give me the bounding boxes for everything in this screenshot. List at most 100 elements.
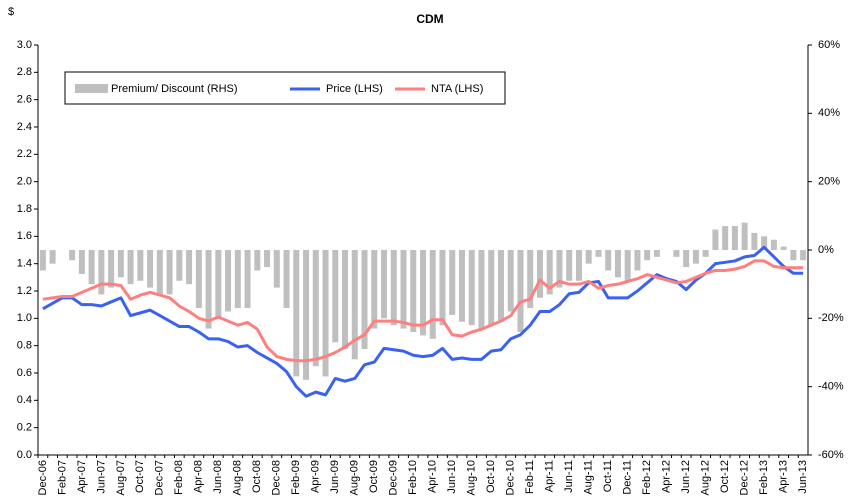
bar	[722, 226, 729, 250]
bar	[585, 250, 592, 264]
x-tick-label: Jun-09	[329, 460, 341, 494]
y2-tick-label: -40%	[818, 381, 844, 393]
y-tick-label: 1.4	[17, 258, 32, 270]
y-tick-label: 0.2	[17, 422, 32, 434]
bar	[156, 250, 163, 295]
bar	[400, 250, 407, 329]
x-tick-label: Aug-08	[232, 460, 244, 495]
bar	[653, 250, 660, 257]
x-tick-label: Jun-08	[212, 460, 224, 494]
legend-label: Price (LHS)	[326, 83, 383, 95]
y-tick-label: 1.0	[17, 312, 32, 324]
x-tick-label: Apr-13	[778, 460, 790, 493]
x-tick-label: Oct-08	[251, 460, 263, 493]
bar	[673, 250, 680, 257]
x-tick-label: Jun-12	[680, 460, 692, 494]
bar	[39, 250, 46, 271]
y2-tick-label: 0%	[818, 244, 834, 256]
bar	[429, 250, 436, 339]
bar	[78, 250, 85, 274]
bar	[283, 250, 290, 309]
bar	[692, 250, 699, 264]
bar	[702, 250, 709, 257]
bar	[683, 250, 690, 268]
bar	[507, 250, 514, 312]
bar	[439, 250, 446, 326]
bar	[176, 250, 183, 281]
bar	[770, 239, 777, 250]
bar	[741, 222, 748, 250]
bar	[390, 250, 397, 326]
bar	[575, 250, 582, 281]
bar	[332, 250, 339, 343]
bar	[595, 250, 602, 257]
y-tick-label: 0.6	[17, 367, 32, 379]
x-tick-label: Oct-09	[368, 460, 380, 493]
bar	[264, 250, 271, 268]
legend-box	[64, 71, 506, 105]
x-tick-label: Feb-09	[290, 460, 302, 495]
bar	[381, 250, 388, 319]
bar	[644, 250, 651, 261]
x-tick-label: Dec-12	[739, 460, 751, 495]
bar	[303, 250, 310, 380]
x-tick-label: Jun-13	[797, 460, 809, 494]
bar	[410, 250, 417, 332]
bar	[536, 250, 543, 298]
y-tick-label: 0.0	[17, 449, 32, 461]
x-tick-label: Apr-08	[193, 460, 205, 493]
line	[42, 259, 804, 363]
bar	[98, 250, 105, 295]
x-tick-label: Dec-11	[622, 460, 634, 495]
x-tick-label: Dec-09	[388, 460, 400, 495]
bar	[731, 226, 738, 250]
y-tick-label: 2.6	[17, 94, 32, 106]
bar	[147, 250, 154, 288]
y-tick-label: 1.8	[17, 203, 32, 215]
bar	[371, 250, 378, 329]
bar	[322, 250, 329, 377]
bar	[556, 250, 563, 288]
x-tick-label: Jun-10	[446, 460, 458, 494]
bar	[215, 250, 222, 319]
y2-tick-label: -60%	[818, 449, 844, 461]
bar	[605, 250, 612, 271]
bar	[234, 250, 241, 309]
y-tick-label: 2.4	[17, 121, 32, 133]
bar	[342, 250, 349, 350]
y2-tick-label: -20%	[818, 312, 844, 324]
bar	[761, 236, 768, 250]
y-tick-label: 0.4	[17, 394, 32, 406]
x-tick-label: Apr-11	[544, 460, 556, 492]
bar	[117, 250, 124, 278]
bar	[108, 250, 115, 288]
bar	[449, 250, 456, 315]
bar	[88, 250, 95, 285]
bar	[127, 250, 134, 285]
bar	[790, 250, 797, 261]
bar	[634, 250, 641, 271]
legend-label: Premium/ Discount (RHS)	[111, 83, 238, 95]
legend-label: NTA (LHS)	[431, 83, 483, 95]
bar	[205, 250, 212, 329]
bar	[69, 250, 76, 261]
y-tick-label: 2.0	[17, 176, 32, 188]
bar	[195, 250, 202, 309]
bar	[186, 250, 193, 285]
x-tick-label: Feb-08	[173, 460, 185, 495]
bar	[751, 232, 758, 250]
bar	[458, 250, 465, 322]
bar	[468, 250, 475, 326]
y-tick-label: 2.8	[17, 66, 32, 78]
bar	[166, 250, 173, 295]
y-axis-label: $	[8, 6, 14, 18]
bar	[517, 250, 524, 332]
bar	[244, 250, 251, 309]
bar	[566, 250, 573, 281]
x-tick-label: Oct-10	[485, 460, 497, 493]
bar	[420, 250, 426, 336]
y-tick-label: 1.6	[17, 230, 32, 242]
bar	[497, 250, 504, 322]
bar	[312, 250, 319, 367]
